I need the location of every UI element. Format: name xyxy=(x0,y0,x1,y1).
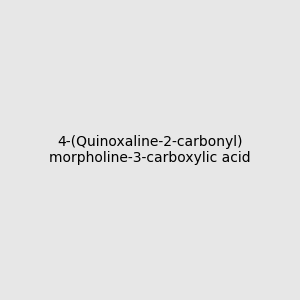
Text: 4-(Quinoxaline-2-carbonyl)
morpholine-3-carboxylic acid: 4-(Quinoxaline-2-carbonyl) morpholine-3-… xyxy=(49,135,251,165)
